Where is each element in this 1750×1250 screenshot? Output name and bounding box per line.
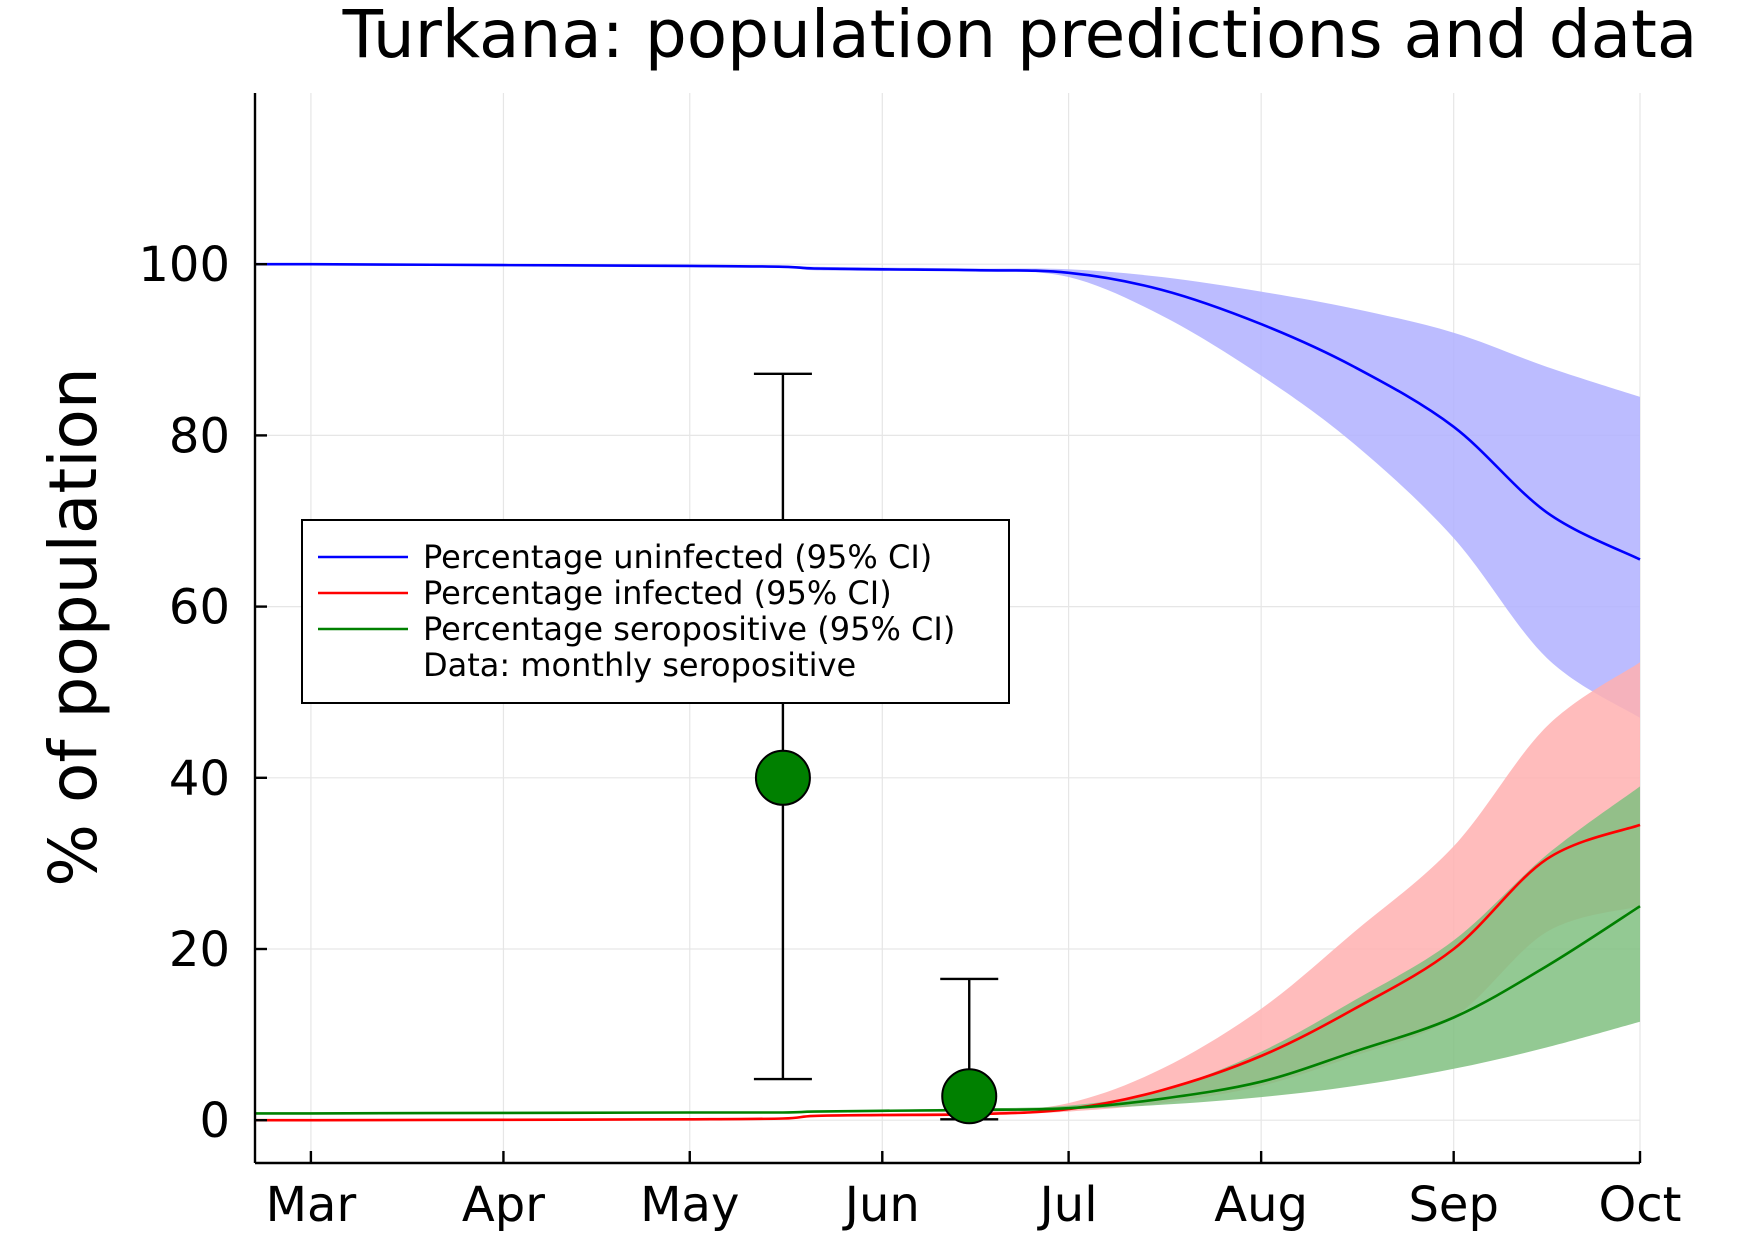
chart-title: Turkana: population predictions and data xyxy=(342,0,1698,73)
data-points xyxy=(753,372,999,1125)
ci-band-series-0 xyxy=(255,264,1640,718)
legend-label-1: Percentage infected (95% CI) xyxy=(423,574,892,612)
data-point-0 xyxy=(754,749,811,806)
y-tick-label-40: 40 xyxy=(169,751,230,807)
x-tick-label-jun: Jun xyxy=(842,1177,920,1233)
y-axis-label: % of population xyxy=(35,367,112,887)
y-tick-label-80: 80 xyxy=(169,408,230,464)
x-tick-label-apr: Apr xyxy=(462,1177,545,1233)
legend: Percentage uninfected (95% CI)Percentage… xyxy=(301,519,1010,704)
x-tick-label-may: May xyxy=(640,1177,739,1233)
x-tick-label-aug: Aug xyxy=(1214,1177,1308,1233)
y-tick-label-100: 100 xyxy=(138,237,230,293)
x-tick-label-jul: Jul xyxy=(1037,1177,1098,1233)
legend-label-0: Percentage uninfected (95% CI) xyxy=(423,538,932,576)
line-series-0 xyxy=(254,262,1641,561)
legend-label-3: Data: monthly seropositive xyxy=(423,646,856,684)
confidence-bands xyxy=(255,264,1640,1121)
axes: Mar Apr May Jun Jul Aug Sep Oct 0 20 40 60 80 100 xyxy=(138,93,1682,1233)
ci-band-series-1 xyxy=(255,662,1640,1121)
x-tick-label-sep: Sep xyxy=(1408,1177,1498,1233)
legend-label-2: Percentage seropositive (95% CI) xyxy=(423,610,955,648)
data-point-1 xyxy=(941,1068,998,1125)
y-tick-label-20: 20 xyxy=(169,922,230,978)
legend-box xyxy=(301,519,1010,704)
x-tick-label-oct: Oct xyxy=(1599,1177,1682,1233)
x-tick-label-mar: Mar xyxy=(266,1177,357,1233)
y-tick-label-0: 0 xyxy=(199,1093,230,1149)
y-tick-label-60: 60 xyxy=(169,580,230,636)
